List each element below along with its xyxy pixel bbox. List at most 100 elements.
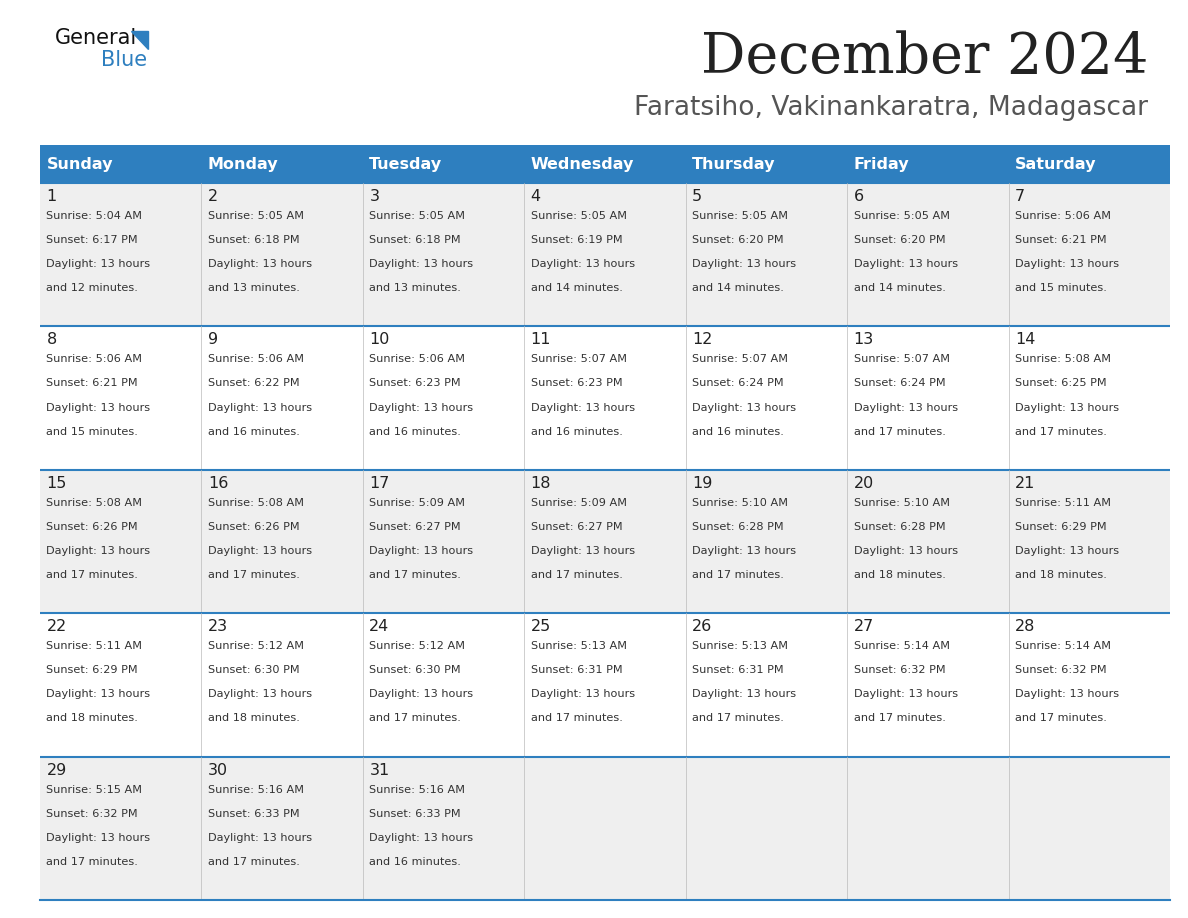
Text: 28: 28 (1015, 620, 1036, 634)
Text: Sunrise: 5:06 AM: Sunrise: 5:06 AM (369, 354, 466, 364)
Text: Daylight: 13 hours: Daylight: 13 hours (1015, 689, 1119, 700)
Text: 25: 25 (531, 620, 551, 634)
Text: 15: 15 (46, 476, 67, 491)
Text: and 13 minutes.: and 13 minutes. (208, 284, 299, 293)
Text: and 12 minutes.: and 12 minutes. (46, 284, 138, 293)
Text: Sunset: 6:18 PM: Sunset: 6:18 PM (369, 235, 461, 245)
Text: Daylight: 13 hours: Daylight: 13 hours (1015, 546, 1119, 556)
Text: Wednesday: Wednesday (531, 156, 634, 172)
Text: and 17 minutes.: and 17 minutes. (693, 713, 784, 723)
Text: Sunset: 6:21 PM: Sunset: 6:21 PM (1015, 235, 1107, 245)
Text: Daylight: 13 hours: Daylight: 13 hours (208, 403, 312, 412)
Text: Daylight: 13 hours: Daylight: 13 hours (369, 833, 474, 843)
Text: 24: 24 (369, 620, 390, 634)
Text: Sunset: 6:24 PM: Sunset: 6:24 PM (854, 378, 946, 388)
Text: Sunset: 6:27 PM: Sunset: 6:27 PM (531, 522, 623, 532)
Text: and 17 minutes.: and 17 minutes. (369, 570, 461, 580)
Text: Sunset: 6:27 PM: Sunset: 6:27 PM (369, 522, 461, 532)
Text: and 17 minutes.: and 17 minutes. (693, 570, 784, 580)
Text: and 17 minutes.: and 17 minutes. (531, 570, 623, 580)
Text: Sunrise: 5:08 AM: Sunrise: 5:08 AM (208, 498, 304, 508)
Text: Sunrise: 5:14 AM: Sunrise: 5:14 AM (854, 641, 949, 651)
Text: Monday: Monday (208, 156, 278, 172)
Text: Daylight: 13 hours: Daylight: 13 hours (208, 259, 312, 269)
Text: and 18 minutes.: and 18 minutes. (1015, 570, 1107, 580)
Text: Sunrise: 5:09 AM: Sunrise: 5:09 AM (369, 498, 466, 508)
Text: 10: 10 (369, 332, 390, 347)
Text: Sunrise: 5:08 AM: Sunrise: 5:08 AM (1015, 354, 1111, 364)
Text: and 17 minutes.: and 17 minutes. (369, 713, 461, 723)
Text: Sunset: 6:28 PM: Sunset: 6:28 PM (693, 522, 784, 532)
Text: Sunset: 6:28 PM: Sunset: 6:28 PM (854, 522, 946, 532)
Text: and 14 minutes.: and 14 minutes. (531, 284, 623, 293)
Text: Sunrise: 5:07 AM: Sunrise: 5:07 AM (854, 354, 949, 364)
Text: Sunrise: 5:05 AM: Sunrise: 5:05 AM (369, 211, 466, 221)
Text: Sunrise: 5:11 AM: Sunrise: 5:11 AM (46, 641, 143, 651)
Text: Sunrise: 5:06 AM: Sunrise: 5:06 AM (1015, 211, 1111, 221)
Text: Daylight: 13 hours: Daylight: 13 hours (46, 546, 151, 556)
Text: Sunrise: 5:16 AM: Sunrise: 5:16 AM (369, 785, 466, 795)
Text: Sunset: 6:26 PM: Sunset: 6:26 PM (208, 522, 299, 532)
Text: and 17 minutes.: and 17 minutes. (531, 713, 623, 723)
Text: Daylight: 13 hours: Daylight: 13 hours (531, 403, 634, 412)
Text: 1: 1 (46, 189, 57, 204)
Text: Sunset: 6:21 PM: Sunset: 6:21 PM (46, 378, 138, 388)
Text: and 14 minutes.: and 14 minutes. (693, 284, 784, 293)
Text: Sunrise: 5:05 AM: Sunrise: 5:05 AM (693, 211, 788, 221)
Text: Sunset: 6:25 PM: Sunset: 6:25 PM (1015, 378, 1107, 388)
Text: Sunset: 6:18 PM: Sunset: 6:18 PM (208, 235, 299, 245)
Text: Sunset: 6:33 PM: Sunset: 6:33 PM (208, 809, 299, 819)
Text: and 16 minutes.: and 16 minutes. (208, 427, 299, 437)
Text: Daylight: 13 hours: Daylight: 13 hours (693, 546, 796, 556)
Text: Sunset: 6:32 PM: Sunset: 6:32 PM (854, 666, 946, 676)
Text: Daylight: 13 hours: Daylight: 13 hours (693, 403, 796, 412)
Text: 7: 7 (1015, 189, 1025, 204)
Text: 2: 2 (208, 189, 219, 204)
Text: 16: 16 (208, 476, 228, 491)
Text: 21: 21 (1015, 476, 1036, 491)
Text: Sunset: 6:32 PM: Sunset: 6:32 PM (1015, 666, 1107, 676)
Bar (40, 756, 1170, 900)
Text: Sunrise: 5:06 AM: Sunrise: 5:06 AM (208, 354, 304, 364)
Text: and 15 minutes.: and 15 minutes. (1015, 284, 1107, 293)
Text: Daylight: 13 hours: Daylight: 13 hours (854, 259, 958, 269)
Text: Sunset: 6:20 PM: Sunset: 6:20 PM (854, 235, 946, 245)
Bar (40, 470, 1170, 613)
Text: Sunset: 6:30 PM: Sunset: 6:30 PM (369, 666, 461, 676)
Text: 8: 8 (46, 332, 57, 347)
Bar (40, 327, 1170, 470)
Text: Sunrise: 5:06 AM: Sunrise: 5:06 AM (46, 354, 143, 364)
Text: 12: 12 (693, 332, 713, 347)
Text: Blue: Blue (101, 50, 147, 70)
Text: and 17 minutes.: and 17 minutes. (1015, 713, 1107, 723)
Text: Thursday: Thursday (693, 156, 776, 172)
Text: Sunday: Sunday (46, 156, 113, 172)
Text: Daylight: 13 hours: Daylight: 13 hours (369, 689, 474, 700)
Text: Daylight: 13 hours: Daylight: 13 hours (208, 546, 312, 556)
Bar (40, 613, 1170, 756)
Text: Daylight: 13 hours: Daylight: 13 hours (208, 689, 312, 700)
Text: Daylight: 13 hours: Daylight: 13 hours (46, 689, 151, 700)
Text: Sunrise: 5:07 AM: Sunrise: 5:07 AM (693, 354, 788, 364)
Text: 31: 31 (369, 763, 390, 778)
Text: 4: 4 (531, 189, 541, 204)
Bar (40, 183, 1170, 327)
Text: Daylight: 13 hours: Daylight: 13 hours (531, 546, 634, 556)
Text: Sunset: 6:32 PM: Sunset: 6:32 PM (46, 809, 138, 819)
Text: and 18 minutes.: and 18 minutes. (208, 713, 299, 723)
Text: Sunset: 6:31 PM: Sunset: 6:31 PM (531, 666, 623, 676)
Text: and 17 minutes.: and 17 minutes. (854, 713, 946, 723)
Text: 11: 11 (531, 332, 551, 347)
Text: and 16 minutes.: and 16 minutes. (693, 427, 784, 437)
Text: and 15 minutes.: and 15 minutes. (46, 427, 138, 437)
Text: General: General (55, 28, 138, 48)
Text: 3: 3 (369, 189, 379, 204)
Text: Daylight: 13 hours: Daylight: 13 hours (369, 259, 474, 269)
Text: Daylight: 13 hours: Daylight: 13 hours (46, 403, 151, 412)
Text: Sunset: 6:19 PM: Sunset: 6:19 PM (531, 235, 623, 245)
Text: 5: 5 (693, 189, 702, 204)
Text: Daylight: 13 hours: Daylight: 13 hours (208, 833, 312, 843)
Text: Sunset: 6:17 PM: Sunset: 6:17 PM (46, 235, 138, 245)
Text: and 14 minutes.: and 14 minutes. (854, 284, 946, 293)
Text: Sunrise: 5:12 AM: Sunrise: 5:12 AM (208, 641, 304, 651)
